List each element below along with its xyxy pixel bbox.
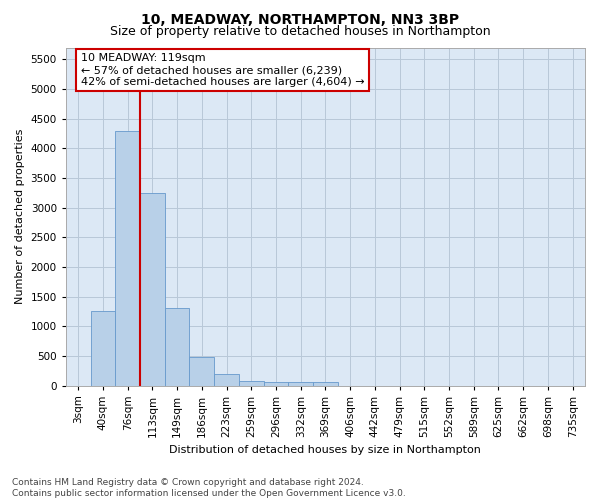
Bar (313, 382, 338, 386)
Text: 10 MEADWAY: 119sqm
← 57% of detached houses are smaller (6,239)
42% of semi-deta: 10 MEADWAY: 119sqm ← 57% of detached hou… (80, 54, 364, 86)
Y-axis label: Number of detached properties: Number of detached properties (15, 129, 25, 304)
Text: Size of property relative to detached houses in Northampton: Size of property relative to detached ho… (110, 25, 490, 38)
Bar (214, 374, 239, 386)
Text: Contains HM Land Registry data © Crown copyright and database right 2024.
Contai: Contains HM Land Registry data © Crown c… (12, 478, 406, 498)
Text: 10, MEADWAY, NORTHAMPTON, NN3 3BP: 10, MEADWAY, NORTHAMPTON, NN3 3BP (141, 12, 459, 26)
X-axis label: Distribution of detached houses by size in Northampton: Distribution of detached houses by size … (169, 445, 481, 455)
Bar (239, 381, 263, 386)
Bar (190, 357, 214, 386)
Bar (289, 382, 313, 386)
Bar (140, 193, 165, 386)
Bar (165, 308, 190, 386)
Bar (263, 382, 289, 386)
Bar (115, 130, 140, 386)
Bar (91, 312, 115, 386)
